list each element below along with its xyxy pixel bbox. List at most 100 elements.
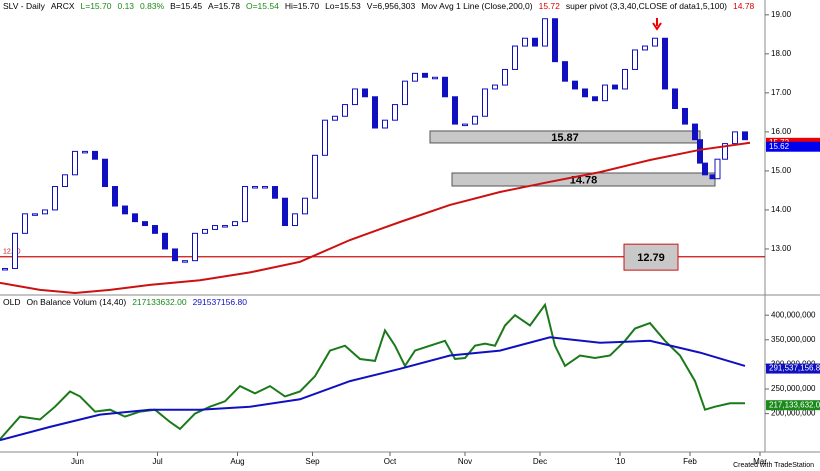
level-label: 12.80: [3, 249, 21, 256]
candle: [642, 45, 648, 51]
candle: [172, 248, 178, 262]
candle: [492, 84, 498, 90]
candle: [432, 76, 438, 80]
panel-header: SLV - Daily ARCX L=15.70 0.13 0.83% B=15.45 A=…: [3, 1, 755, 11]
x-tick-label: Nov: [458, 457, 472, 466]
candle: [92, 150, 98, 160]
candle: [82, 150, 88, 154]
candle: [252, 186, 258, 189]
candle: [242, 186, 248, 223]
header-item: SLV - Daily: [3, 1, 46, 11]
candle: [62, 174, 68, 188]
y-tick-label: 14.00: [771, 205, 792, 214]
price-tag-label: 217,133,632.00: [769, 400, 820, 409]
candle: [302, 197, 308, 215]
candle: [562, 61, 568, 82]
y-tick-label: 18.00: [771, 49, 792, 58]
candle: [12, 232, 18, 269]
candle: [152, 225, 158, 234]
candle: [697, 139, 703, 164]
header-item: Mov Avg 1 Line (Close,200,0): [421, 1, 533, 11]
y-tick-label: 400,000,000: [771, 310, 816, 319]
candle: [122, 205, 128, 215]
candle: [732, 131, 738, 145]
header-item: 0.83%: [140, 1, 165, 11]
candle: [372, 96, 378, 129]
x-tick-label: Mar: [753, 457, 767, 466]
candle: [552, 18, 558, 63]
y-tick-label: 16.00: [771, 127, 792, 136]
candle: [212, 225, 218, 230]
candle: [412, 72, 418, 82]
candle: [362, 88, 368, 98]
candle: [512, 45, 518, 70]
candle: [612, 84, 618, 90]
candle: [282, 197, 288, 227]
header-item: 14.78: [733, 1, 755, 11]
candle: [702, 162, 708, 176]
header-item: On Balance Volum (14,40): [26, 297, 126, 307]
candle: [182, 260, 188, 263]
candle: [482, 88, 488, 117]
candle: [592, 96, 598, 102]
header-item: 291537156.80: [193, 297, 248, 307]
candle: [192, 232, 198, 262]
candle: [22, 213, 28, 234]
candle: [502, 68, 508, 86]
obv-line: [0, 336, 746, 442]
pivot-zone: [451, 172, 716, 187]
candle: [472, 115, 478, 125]
y-tick-label: 250,000,000: [771, 384, 816, 393]
price-tag: [766, 400, 820, 411]
header-item: 0.13: [117, 1, 134, 11]
header-item: Hi=15.70: [285, 1, 320, 11]
moving-average: [0, 141, 751, 295]
price-tag-label: 15.62: [769, 142, 790, 151]
candle: [202, 228, 208, 234]
candle: [352, 88, 358, 106]
header-item: O=15.54: [246, 1, 279, 11]
pivot-zone-label: 15.87: [551, 132, 579, 144]
candle: [572, 80, 578, 90]
candle: [522, 37, 528, 47]
candle: [632, 49, 638, 70]
header-item: ARCX: [51, 1, 75, 11]
candle: [112, 186, 118, 207]
candle: [402, 80, 408, 106]
candle: [52, 186, 58, 211]
x-tick-label: Feb: [683, 457, 697, 466]
price-tag: [766, 363, 820, 374]
header-item: 15.72: [539, 1, 561, 11]
candle: [2, 267, 8, 271]
candle: [722, 143, 728, 160]
x-tick-label: Dec: [533, 457, 547, 466]
candle: [102, 158, 108, 188]
y-tick-label: 19.00: [771, 10, 792, 19]
panel-header: OLD On Balance Volum (14,40) 217133632.00 2…: [3, 297, 247, 307]
x-tick-label: Oct: [384, 457, 397, 466]
candle: [72, 150, 78, 176]
candle: [232, 221, 238, 227]
candle: [322, 119, 328, 156]
y-tick-label: 17.00: [771, 88, 792, 97]
candle: [32, 213, 38, 216]
candle: [342, 104, 348, 117]
candle: [332, 115, 338, 121]
price-tag: [766, 141, 820, 152]
candle: [142, 221, 148, 227]
candle: [662, 37, 668, 90]
candle: [672, 88, 678, 109]
candle: [132, 213, 138, 223]
candle: [442, 76, 448, 98]
y-tick-label: 350,000,000: [771, 335, 816, 344]
price-tag-label: 291,537,156.80: [769, 364, 820, 373]
candle: [422, 72, 428, 78]
header-item: A=15.78: [208, 1, 240, 11]
header-item: super pivot (3,3,40,CLOSE of data1,5,100…: [566, 1, 727, 11]
candle: [692, 123, 698, 141]
candle: [714, 158, 721, 180]
x-tick-label: '10: [615, 457, 626, 466]
header-item: OLD: [3, 297, 20, 307]
candle: [262, 186, 268, 189]
